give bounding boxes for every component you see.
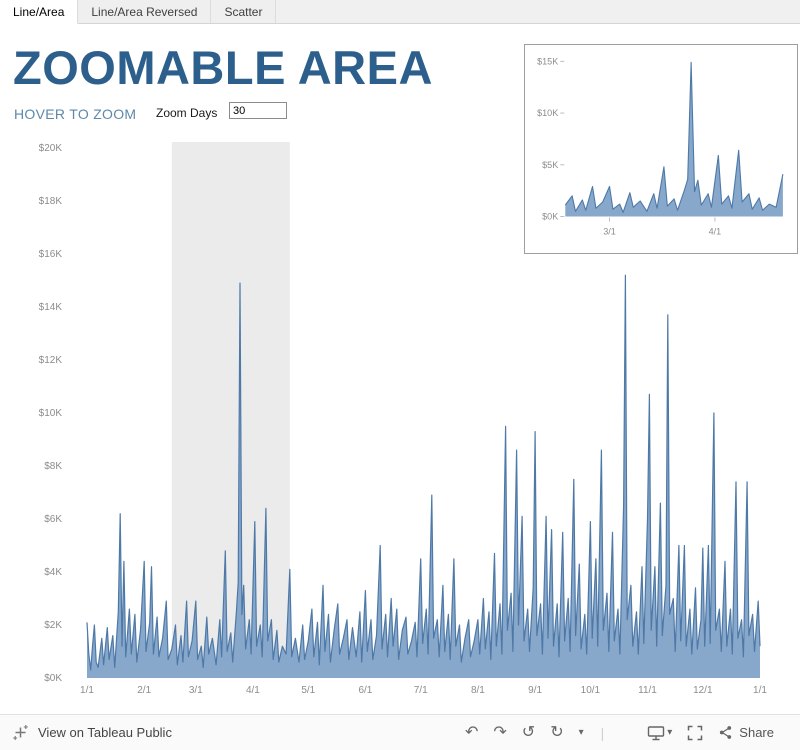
fullscreen-icon[interactable] xyxy=(687,725,703,741)
page-title: ZOOMABLE AREA xyxy=(13,41,433,94)
toolbar-divider: | xyxy=(600,724,605,741)
svg-text:11/1: 11/1 xyxy=(638,685,657,696)
area-line xyxy=(86,274,761,671)
download-caret-icon: ▾ xyxy=(667,727,673,738)
svg-text:12/1: 12/1 xyxy=(693,685,713,696)
tab-line-area-reversed[interactable]: Line/Area Reversed xyxy=(78,0,212,23)
svg-text:$8K: $8K xyxy=(44,461,62,472)
view-on-tableau-public-link[interactable]: View on Tableau Public xyxy=(12,724,172,741)
main-area-chart[interactable]: $0K $2K $4K $6K $8K $10K $12K $14K $16K $18K $20K 1… xyxy=(0,130,800,715)
svg-text:1/1: 1/1 xyxy=(753,685,767,696)
toolbar-actions: ↶ ↷ ↺ ↻ ▾ | ▾ xyxy=(464,723,774,741)
zoom-inset-chart: $0K $5K $10K $15K 3/1 4/1 xyxy=(537,56,784,237)
hover-to-zoom-subtitle: HOVER TO ZOOM xyxy=(14,106,137,122)
svg-text:$20K: $20K xyxy=(39,143,63,154)
svg-text:$0K: $0K xyxy=(542,212,558,222)
svg-text:1/1: 1/1 xyxy=(80,685,94,696)
reset-icon[interactable]: ↺ xyxy=(521,723,536,741)
share-label: Share xyxy=(739,725,774,740)
svg-text:$14K: $14K xyxy=(39,302,63,313)
svg-text:$2K: $2K xyxy=(44,620,62,631)
tab-scatter[interactable]: Scatter xyxy=(211,0,277,23)
svg-text:$15K: $15K xyxy=(537,56,558,66)
tableau-toolbar: View on Tableau Public ↶ ↷ ↺ ↻ ▾ | ▾ xyxy=(0,714,800,750)
tableau-logo-icon xyxy=(12,724,29,741)
svg-text:$18K: $18K xyxy=(39,196,63,207)
svg-text:6/1: 6/1 xyxy=(358,685,372,696)
area-line xyxy=(564,61,784,213)
svg-text:$0K: $0K xyxy=(44,673,62,684)
svg-text:4/1: 4/1 xyxy=(246,685,260,696)
sheet-tab-bar: Line/Area Line/Area Reversed Scatter xyxy=(0,0,800,24)
download-button[interactable]: ▾ xyxy=(647,725,672,741)
svg-text:9/1: 9/1 xyxy=(528,685,542,696)
share-button[interactable]: Share xyxy=(718,725,774,740)
svg-text:3/1: 3/1 xyxy=(189,685,203,696)
zoom-days-input[interactable] xyxy=(229,102,287,119)
svg-text:$10K: $10K xyxy=(537,108,558,118)
svg-text:$4K: $4K xyxy=(44,567,62,578)
svg-text:3/1: 3/1 xyxy=(603,227,616,237)
chevron-down-icon[interactable]: ▾ xyxy=(578,726,584,738)
svg-text:2/1: 2/1 xyxy=(137,685,151,696)
svg-text:10/1: 10/1 xyxy=(581,685,601,696)
svg-text:8/1: 8/1 xyxy=(471,685,485,696)
download-icon xyxy=(647,725,665,741)
svg-text:$12K: $12K xyxy=(39,355,63,366)
svg-text:$16K: $16K xyxy=(39,249,63,260)
zoom-highlight-band xyxy=(171,142,290,678)
svg-text:7/1: 7/1 xyxy=(414,685,428,696)
tab-line-area[interactable]: Line/Area xyxy=(0,0,79,24)
svg-text:$6K: $6K xyxy=(44,514,62,525)
svg-text:4/1: 4/1 xyxy=(709,227,722,237)
svg-text:$10K: $10K xyxy=(39,408,63,419)
svg-text:5/1: 5/1 xyxy=(301,685,315,696)
zoom-days-label: Zoom Days xyxy=(156,106,218,120)
svg-text:$5K: $5K xyxy=(542,160,558,170)
view-on-tableau-public-label: View on Tableau Public xyxy=(38,725,172,740)
share-icon xyxy=(718,725,733,740)
refresh-icon[interactable]: ↻ xyxy=(550,723,564,741)
redo-icon[interactable]: ↷ xyxy=(493,723,507,741)
zoom-inset-panel: $0K $5K $10K $15K 3/1 4/1 xyxy=(524,44,798,254)
undo-icon[interactable]: ↶ xyxy=(464,723,479,741)
